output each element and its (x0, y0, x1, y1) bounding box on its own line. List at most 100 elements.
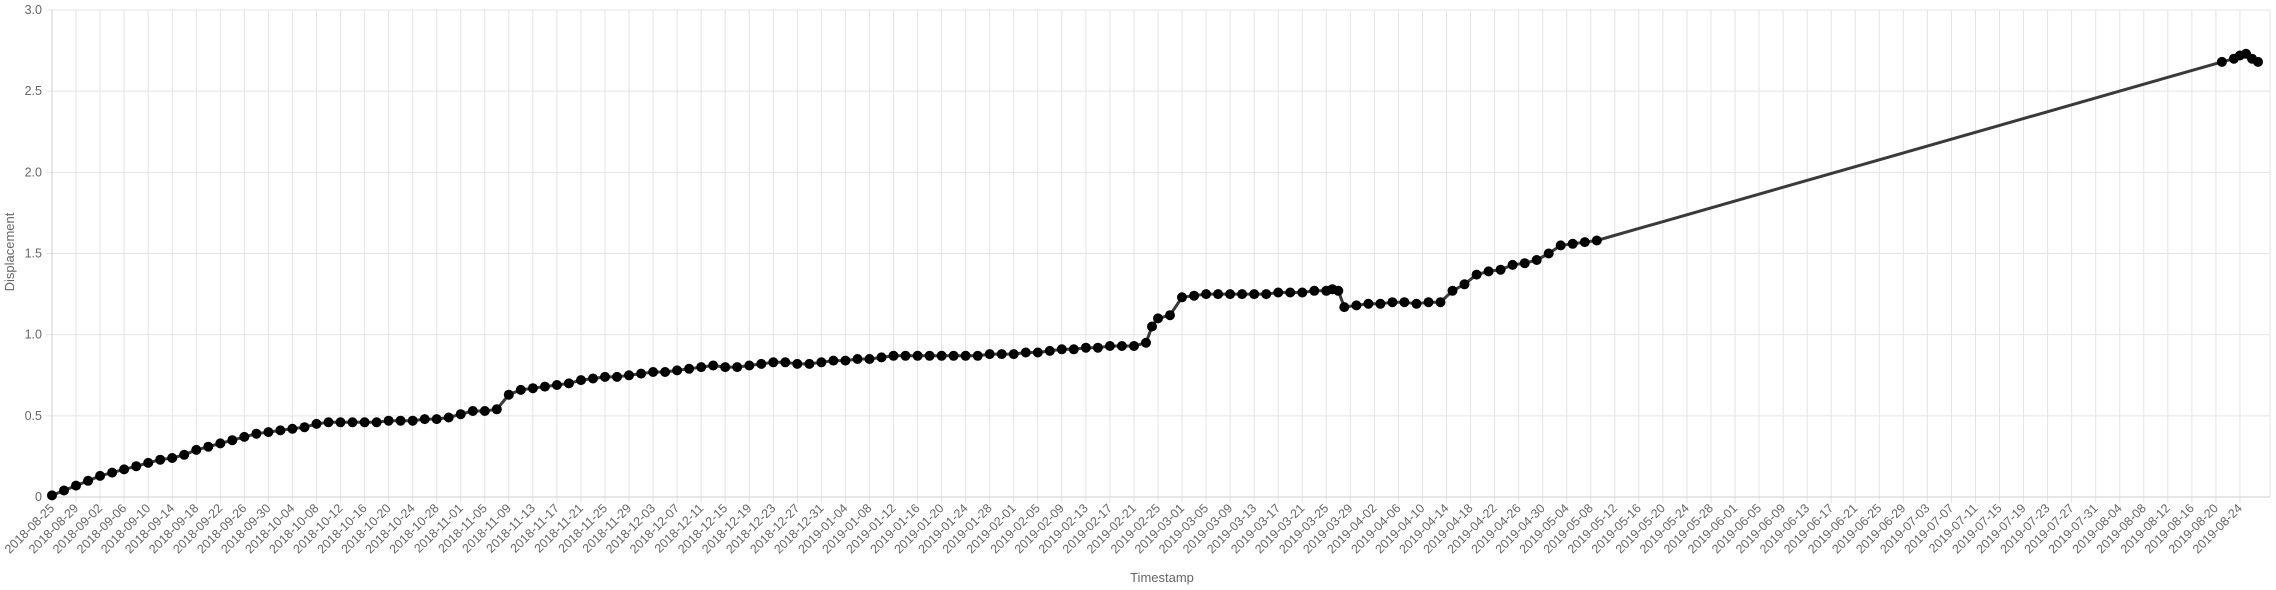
data-point (539, 381, 550, 392)
y-tick-label: 0.5 (25, 409, 42, 423)
data-point (1333, 285, 1344, 296)
data-point (1495, 264, 1506, 275)
data-point (1471, 269, 1482, 280)
data-point (107, 467, 118, 478)
data-point (924, 350, 935, 361)
data-point (503, 389, 514, 400)
data-point (323, 417, 334, 428)
data-point (95, 470, 106, 481)
data-point (1531, 255, 1542, 265)
data-point (1459, 279, 1470, 290)
data-point (1056, 344, 1067, 355)
data-point (263, 427, 274, 438)
data-point (347, 417, 358, 428)
data-point (948, 350, 959, 361)
data-point (996, 349, 1007, 360)
data-point (1351, 300, 1362, 311)
data-point (395, 415, 406, 426)
data-point (287, 423, 298, 434)
data-point (660, 367, 671, 377)
data-point (479, 406, 490, 416)
data-point (203, 441, 214, 452)
data-point (1129, 341, 1139, 351)
data-point (1435, 297, 1446, 308)
data-point (684, 363, 695, 374)
data-point (563, 378, 574, 389)
data-point (1567, 238, 1578, 249)
data-point (708, 360, 719, 371)
data-point (840, 355, 851, 366)
data-point (527, 383, 538, 394)
data-point (828, 355, 839, 366)
data-point (984, 349, 995, 360)
data-point (1068, 344, 1079, 355)
data-point (1177, 292, 1187, 303)
data-point (1273, 287, 1284, 298)
data-point (83, 475, 94, 486)
data-point (1519, 258, 1530, 269)
data-point (1387, 297, 1398, 308)
y-tick-label: 3.0 (25, 3, 42, 17)
data-point (1104, 341, 1115, 351)
tick-labels: 2018-08-252018-08-292018-09-022018-09-06… (2, 3, 2245, 556)
data-point (852, 354, 863, 364)
data-point (780, 357, 791, 368)
data-point (359, 417, 370, 428)
data-point (383, 415, 394, 426)
data-point (239, 431, 250, 442)
grid-lines (46, 9, 2271, 503)
data-point (59, 485, 69, 496)
data-point (1249, 289, 1260, 300)
data-point (167, 453, 178, 463)
data-point (1543, 248, 1554, 259)
data-point (1189, 290, 1200, 301)
data-point (588, 373, 598, 384)
data-point (299, 422, 310, 433)
data-point (744, 360, 755, 371)
data-point (191, 444, 202, 455)
data-point (1309, 285, 1320, 296)
data-point (1044, 345, 1055, 356)
data-point (1297, 287, 1308, 298)
data-point (2253, 56, 2263, 67)
data-point (1141, 337, 1151, 348)
data-point (1483, 266, 1494, 277)
data-point (227, 435, 238, 446)
data-point (888, 350, 899, 361)
data-point (864, 354, 875, 364)
data-point (251, 428, 262, 439)
series-displacement (47, 48, 2263, 501)
data-point (720, 362, 731, 373)
data-point (143, 457, 154, 468)
data-point (1020, 347, 1031, 358)
data-point (1008, 349, 1019, 360)
data-point (696, 362, 707, 373)
data-point (551, 380, 562, 390)
data-point (600, 371, 610, 382)
data-point (467, 406, 478, 416)
data-point (1261, 289, 1272, 300)
y-tick-label: 2.5 (25, 84, 42, 98)
data-point (768, 357, 779, 368)
data-point (1153, 313, 1163, 324)
data-point (1032, 347, 1043, 358)
data-point (47, 490, 57, 501)
data-point (1092, 342, 1103, 353)
data-point (1201, 289, 1212, 300)
data-point (455, 409, 466, 420)
data-point (419, 414, 430, 425)
data-point (1237, 289, 1248, 300)
data-point (1399, 297, 1410, 308)
y-tick-label: 0 (35, 490, 42, 504)
data-point (912, 350, 923, 361)
data-point (119, 464, 130, 475)
data-point (624, 370, 634, 381)
data-point (1423, 297, 1434, 308)
data-point (900, 350, 911, 361)
data-point (1165, 310, 1175, 321)
data-point (275, 425, 286, 436)
y-axis-title: Displacement (2, 212, 17, 291)
data-point (431, 414, 442, 425)
x-axis-title: Timestamp (1130, 570, 1194, 585)
